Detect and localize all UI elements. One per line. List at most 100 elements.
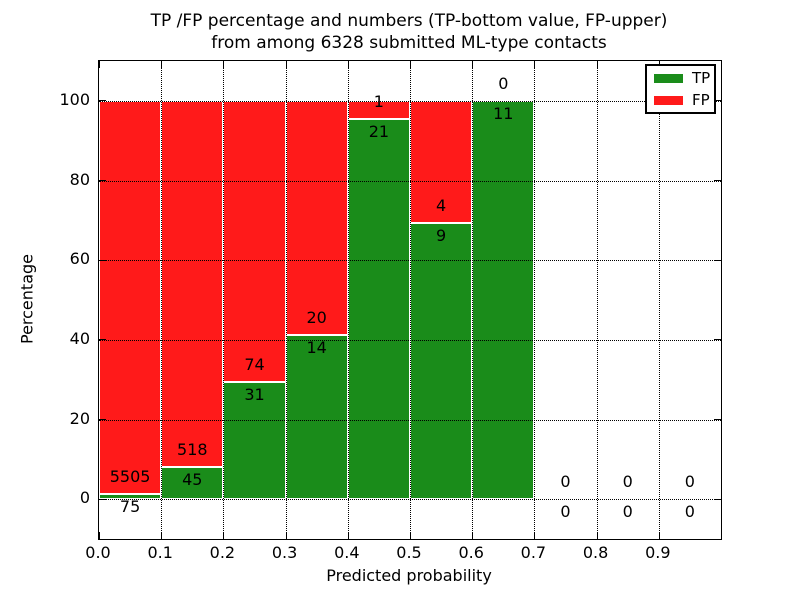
tp-bar	[161, 467, 224, 500]
axis-tick	[347, 532, 349, 539]
axis-tick	[161, 61, 163, 68]
axis-tick	[99, 180, 106, 181]
tp-bar	[99, 493, 162, 500]
x-tick-label: 0.6	[458, 543, 484, 562]
gridline-v	[472, 61, 474, 539]
fp-bar	[99, 100, 162, 494]
y-tick-label: 80	[69, 169, 90, 189]
tp-count-label: 0	[622, 502, 633, 522]
fp-count-label: 74	[244, 354, 265, 374]
axis-tick	[99, 61, 100, 68]
gridline-v	[658, 61, 660, 539]
axis-tick	[99, 532, 100, 539]
fp-bar	[161, 100, 224, 468]
axis-tick	[161, 532, 163, 539]
tp-count-label: 9	[436, 226, 447, 246]
gridline-v	[285, 61, 287, 539]
tp-bar	[347, 118, 410, 500]
axis-tick	[410, 532, 411, 539]
fp-count-label: 5505	[109, 466, 151, 486]
y-tick-label: 0	[79, 488, 90, 508]
axis-tick	[472, 532, 474, 539]
axis-tick	[472, 61, 474, 68]
axis-tick	[99, 259, 106, 261]
y-tick-label: 40	[69, 328, 90, 348]
tp-count-label: 11	[493, 103, 514, 123]
axis-tick	[223, 61, 225, 68]
tp-count-label: 14	[306, 338, 327, 358]
y-tick-label: 20	[69, 408, 90, 428]
tp-bar	[223, 381, 286, 500]
tp-bar	[410, 223, 473, 500]
chart-title: TP /FP percentage and numbers (TP-bottom…	[98, 10, 720, 54]
tp-count-label: 21	[368, 121, 390, 141]
fp-count-label: 20	[306, 308, 327, 328]
x-tick-label: 0.1	[147, 543, 173, 562]
x-tick-label: 0.2	[209, 543, 236, 562]
fp-count-label: 4	[436, 196, 447, 216]
axis-tick	[714, 419, 721, 420]
plot-area: 5505 75 518 45 74 31 20 14 1 21 4 9 0 11 0 0 0 0 0 0	[98, 60, 722, 540]
legend-label: TP	[692, 69, 711, 87]
gridline-v	[596, 61, 598, 539]
axis-tick	[534, 61, 536, 68]
y-tick-label: 60	[69, 249, 90, 269]
fp-count-label: 0	[560, 472, 571, 492]
fp-count-label: 0	[622, 472, 633, 492]
gridline-v	[161, 61, 163, 539]
axis-tick	[285, 532, 287, 539]
legend-row: TP	[654, 69, 714, 87]
axis-tick	[596, 61, 598, 68]
chart-title-line1: TP /FP percentage and numbers (TP-bottom…	[150, 11, 668, 31]
x-tick-label: 0.4	[334, 543, 360, 562]
gridline-v	[347, 61, 349, 539]
fp-count-label: 1	[373, 91, 384, 111]
axis-tick	[714, 259, 721, 261]
legend-row: FP	[654, 91, 714, 109]
gridline-v	[534, 61, 536, 539]
axis-tick	[347, 61, 349, 68]
gridline-v	[223, 61, 225, 539]
tp-count-label: 45	[182, 470, 203, 490]
axis-tick	[285, 61, 287, 68]
axis-tick	[410, 61, 411, 68]
tp-count-label: 0	[560, 502, 571, 522]
x-tick-label: 0.5	[396, 543, 422, 562]
axis-tick	[99, 100, 106, 102]
fp-bar	[285, 100, 348, 336]
x-tick-label: 0.8	[582, 543, 609, 562]
y-axis-label: Percentage	[17, 253, 37, 345]
fp-count-label: 0	[498, 73, 509, 93]
x-tick-label: 0.3	[271, 543, 298, 562]
x-tick-label: 0.0	[85, 543, 111, 562]
x-tick-label: 0.9	[645, 543, 671, 562]
legend-swatch-tp	[654, 73, 683, 83]
axis-tick	[99, 498, 106, 500]
legend: TP FP	[645, 64, 716, 114]
chart-title-line2: from among 6328 submitted ML-type contac…	[211, 33, 607, 53]
axis-tick	[714, 180, 721, 181]
tp-count-label: 31	[244, 384, 265, 404]
legend-label: FP	[692, 91, 710, 109]
axis-tick	[223, 532, 225, 539]
tp-count-label: 0	[684, 502, 695, 522]
tp-count-label: 75	[119, 496, 141, 516]
axis-tick	[714, 498, 721, 500]
x-tick-label: 0.7	[520, 543, 547, 562]
y-tick-label: 100	[59, 89, 90, 109]
fp-count-label: 0	[684, 472, 695, 492]
tp-bar	[285, 335, 348, 500]
tp-bar	[472, 100, 535, 500]
fp-count-label: 518	[177, 440, 208, 460]
axis-tick	[714, 339, 721, 341]
gridline-v	[410, 61, 411, 539]
axis-tick	[534, 532, 536, 539]
legend-swatch-fp	[654, 95, 683, 105]
axis-tick	[596, 532, 598, 539]
axis-tick	[658, 532, 660, 539]
x-axis-label: Predicted probability	[326, 566, 492, 585]
axis-tick	[714, 100, 721, 102]
axis-tick	[99, 419, 106, 420]
axis-tick	[99, 339, 106, 341]
